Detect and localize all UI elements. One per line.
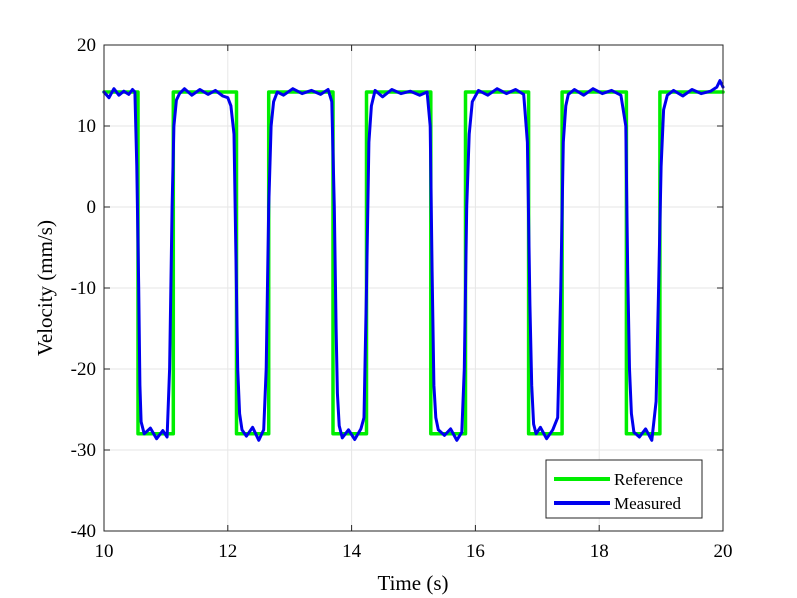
y-tick-label: 0 [87, 197, 97, 218]
legend-label-reference: Reference [614, 470, 683, 489]
y-tick-label: -10 [71, 278, 96, 299]
x-tick-label: 16 [466, 541, 485, 562]
series-layer [102, 79, 725, 442]
grid-lines [104, 45, 723, 531]
y-tick-label: 20 [77, 35, 96, 56]
series-line-measured [102, 79, 725, 442]
y-tick-label: -20 [71, 359, 96, 380]
x-axis-label: Time (s) [378, 571, 449, 595]
y-tick-label: -40 [71, 521, 96, 542]
y-axis-label: Velocity (mm/s) [33, 220, 57, 356]
y-tick-label: 10 [77, 116, 96, 137]
x-tick-label: 14 [342, 541, 362, 562]
x-tick-label: 10 [95, 541, 114, 562]
legend-label-measured: Measured [614, 494, 682, 513]
legend: Reference Measured [545, 459, 703, 519]
y-tick-label: -30 [71, 440, 96, 461]
x-tick-label: 12 [218, 541, 237, 562]
axis-ticks: 10 12 14 16 18 20 -40 -30 -20 -10 0 10 20 [71, 35, 733, 562]
legend-box [545, 459, 703, 519]
x-tick-label: 20 [714, 541, 733, 562]
x-tick-label: 18 [590, 541, 609, 562]
